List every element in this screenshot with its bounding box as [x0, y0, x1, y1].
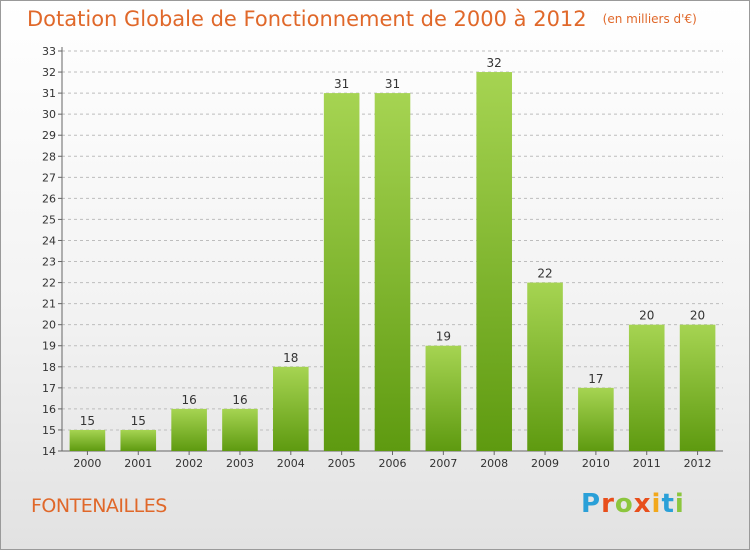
x-tick-label: 2004 [277, 457, 305, 470]
data-label: 18 [283, 351, 298, 365]
data-label: 22 [537, 267, 552, 281]
x-tick-label: 2001 [124, 457, 152, 470]
y-tick-label: 25 [42, 213, 56, 226]
bar [527, 282, 563, 451]
y-tick-label: 31 [42, 87, 56, 100]
data-label: 31 [334, 77, 349, 91]
y-tick-label: 28 [42, 150, 56, 163]
y-tick-label: 29 [42, 129, 56, 142]
data-label: 16 [181, 393, 196, 407]
bar [273, 366, 309, 451]
y-tick-label: 20 [42, 319, 56, 332]
bar [120, 429, 157, 451]
bar [578, 387, 614, 451]
y-tick-label: 15 [42, 424, 56, 437]
y-tick-label: 18 [42, 361, 56, 374]
x-tick-label: 2008 [480, 457, 508, 470]
chart-unit: (en milliers d'€) [602, 12, 697, 26]
bar [69, 429, 106, 451]
data-label: 20 [639, 309, 654, 323]
x-tick-label: 2011 [633, 457, 661, 470]
bar [628, 324, 665, 451]
data-label: 15 [80, 414, 95, 428]
bar [374, 93, 411, 452]
x-tick-label: 2003 [226, 457, 254, 470]
chart-title: Dotation Globale de Fonctionnement de 20… [27, 7, 697, 31]
x-tick-label: 2010 [582, 457, 610, 470]
x-tick-label: 2000 [73, 457, 101, 470]
bar [476, 72, 512, 451]
x-tick-label: 2006 [379, 457, 407, 470]
bar [425, 345, 462, 451]
y-tick-label: 16 [42, 403, 56, 416]
data-label: 17 [588, 372, 603, 386]
data-label: 15 [131, 414, 146, 428]
bar [171, 408, 207, 451]
bar [679, 324, 716, 451]
y-tick-label: 27 [42, 171, 56, 184]
y-tick-label: 21 [42, 298, 56, 311]
data-label: 16 [232, 393, 247, 407]
chart-title-text: Dotation Globale de Fonctionnement de 20… [27, 7, 587, 31]
x-tick-label: 2009 [531, 457, 559, 470]
data-label: 19 [436, 330, 451, 344]
x-tick-label: 2002 [175, 457, 203, 470]
data-label: 20 [690, 309, 705, 323]
data-label: 31 [385, 77, 400, 91]
y-tick-label: 14 [42, 445, 56, 458]
y-tick-label: 24 [42, 234, 56, 247]
y-tick-label: 32 [42, 66, 56, 79]
bar [323, 93, 360, 452]
data-label: 32 [487, 56, 502, 70]
y-tick-label: 23 [42, 256, 56, 269]
bar [222, 408, 258, 451]
x-tick-label: 2007 [429, 457, 457, 470]
x-tick-label: 2005 [328, 457, 356, 470]
y-tick-label: 26 [42, 192, 56, 205]
x-tick-label: 2012 [684, 457, 712, 470]
proxiti-logo: Proxiti [581, 489, 685, 519]
y-tick-label: 19 [42, 340, 56, 353]
commune-name: FONTENAILLES [31, 495, 167, 517]
y-tick-label: 33 [42, 45, 56, 58]
y-tick-label: 30 [42, 108, 56, 121]
y-tick-label: 17 [42, 382, 56, 395]
y-tick-label: 22 [42, 277, 56, 290]
